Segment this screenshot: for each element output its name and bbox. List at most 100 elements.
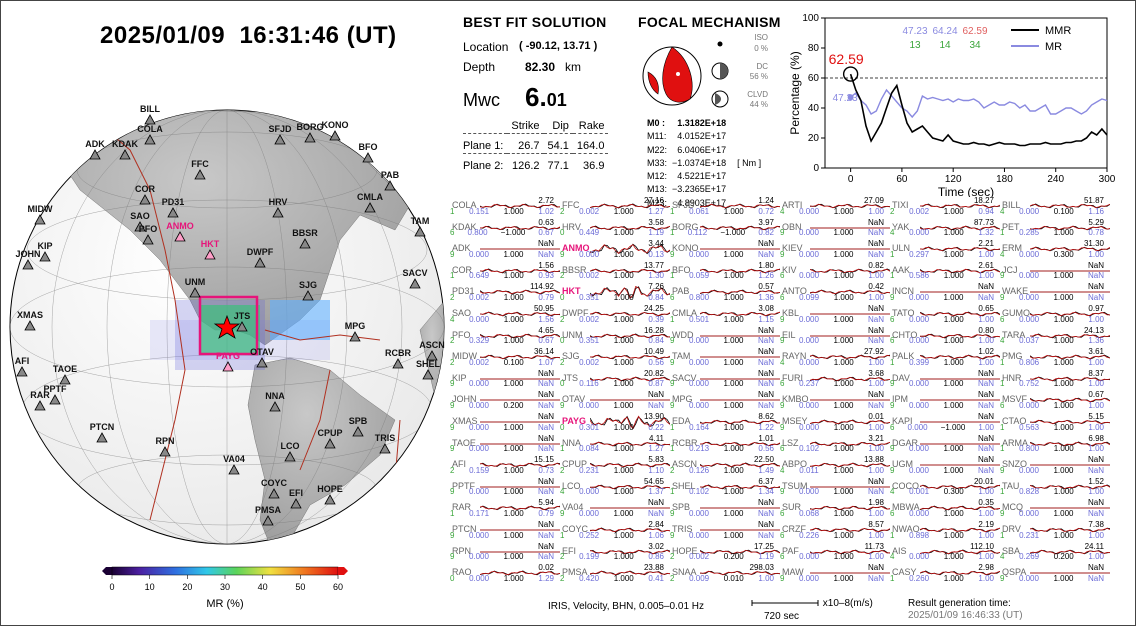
amplitude-ratio: 23.88 xyxy=(643,563,664,573)
waveform-trace xyxy=(700,570,780,576)
fit-number-n3: 1.000 xyxy=(723,206,744,216)
tensor-name: M12: xyxy=(647,171,668,182)
synthetic-trace xyxy=(1030,527,1110,533)
fit-number-n3: 1.000 xyxy=(833,379,854,389)
tensor-value: 4.0152E+17 xyxy=(677,131,727,142)
fit-number-n2: 0.800 xyxy=(467,228,488,238)
fit-number-n1: 4 xyxy=(890,552,895,562)
synthetic-trace xyxy=(480,225,560,230)
synthetic-trace xyxy=(480,354,560,360)
fit-number-n2: 0.112 xyxy=(687,228,708,238)
synthetic-trace xyxy=(700,419,780,425)
station-marker xyxy=(272,207,284,218)
tensor-name: M11: xyxy=(647,131,667,142)
fit-number-n1: 1 xyxy=(670,487,675,497)
fit-number-n2: 0.000 xyxy=(909,336,930,346)
fit-number-n1: 4 xyxy=(1000,336,1005,346)
waveform-trace xyxy=(480,290,560,295)
station-label: KDAK xyxy=(112,139,138,149)
station-cell: MAW NaN 9 0.000 1.000 NaN xyxy=(778,563,890,583)
dc-label: DC xyxy=(756,62,768,71)
fit-number-n1: 0 xyxy=(560,379,565,389)
fit-number-n3: 1.000 xyxy=(723,292,744,302)
synthetic-trace xyxy=(810,463,890,468)
amplitude-ratio: NaN xyxy=(977,455,994,465)
fit-number-n1: 2 xyxy=(450,465,455,475)
fit-number-n1: 9 xyxy=(890,400,895,410)
fit-number-n1: 9 xyxy=(1000,508,1005,518)
station-label: PD31 xyxy=(162,197,185,207)
amplitude-ratio: 5.83 xyxy=(648,455,664,465)
fit-number-n3: 1.000 xyxy=(1053,444,1074,454)
station-label: AFI xyxy=(15,356,30,366)
station-marker xyxy=(236,321,248,332)
fit-number-n4: 1.00 xyxy=(1088,314,1104,324)
fit-number-n4: 1.00 xyxy=(758,573,774,583)
amplitude-ratio: NaN xyxy=(757,498,774,508)
station-label: SJG xyxy=(299,280,317,290)
plane-name: Plane 2: xyxy=(463,160,504,172)
fit-number-n3: 0.200 xyxy=(723,552,744,562)
fit-number-n1: 9 xyxy=(890,465,895,475)
best-fit-title: BEST FIT SOLUTION xyxy=(463,14,607,30)
waveform-trace xyxy=(700,268,780,274)
station-name: WAKE xyxy=(1002,286,1029,297)
station-cell: JCJ NaN 9 0.000 1.000 NaN xyxy=(998,261,1110,280)
fit-number-n2: 0.000 xyxy=(909,552,930,562)
fit-number-n3: −1.000 xyxy=(940,422,966,432)
fit-number-n2: 0.171 xyxy=(469,508,490,518)
fit-numbers: 1 0.898 1.000 1.00 xyxy=(890,531,994,540)
plane-dip: 54.1 xyxy=(547,140,569,152)
waveform-trace xyxy=(480,225,560,230)
station-name: BILL xyxy=(1002,200,1021,210)
fit-number-n2: 0.126 xyxy=(689,465,710,475)
fit-number-n3: 1.000 xyxy=(943,508,964,518)
fit-number-n2: 0.002 xyxy=(469,292,490,302)
synthetic-trace xyxy=(1030,225,1110,230)
fit-numbers: 9 0.000 1.000 NaN xyxy=(890,444,994,453)
station-name: DAV xyxy=(892,372,910,383)
fit-number-n1: 0 xyxy=(560,228,565,238)
fit-number-n3: 1.000 xyxy=(833,292,854,302)
fit-number-n1: 1 xyxy=(1000,422,1005,432)
fit-number-n4: 1.00 xyxy=(868,271,884,281)
fit-number-n1: 4 xyxy=(890,228,895,238)
station-name: VA04 xyxy=(562,502,584,513)
fit-number-n3: 1.000 xyxy=(503,271,524,281)
fit-number-n3: 1.000 xyxy=(613,400,634,410)
waveform-trace xyxy=(590,333,670,338)
fit-numbers: 9 0.000 1.000 NaN xyxy=(670,250,774,259)
fit-numbers: 9 0.000 1.000 NaN xyxy=(1000,271,1104,280)
station-name: COYC xyxy=(562,524,589,534)
tensor-value: −3.2365E+17 xyxy=(672,184,727,195)
station-cell: CRZF 8.57 6 0.226 1.000 1.00 xyxy=(778,520,890,540)
amplitude-ratio: NaN xyxy=(757,347,774,357)
station-marker xyxy=(228,464,240,475)
station-marker xyxy=(364,202,376,213)
fit-number-n1: 1 xyxy=(560,530,565,540)
station-name: CTAO xyxy=(1002,416,1027,426)
fit-number-n1: 1 xyxy=(450,508,455,518)
fit-numbers: 9 0.000 1.000 NaN xyxy=(450,250,554,259)
fit-number-n2: 0.000 xyxy=(908,292,929,302)
fit-numbers: 0 0.000 1.000 1.29 xyxy=(450,574,554,583)
waveform-trace xyxy=(1030,527,1110,533)
station-cell: COR 1.56 1 0.649 1.000 0.93 xyxy=(448,261,560,281)
station-cell: NWAO 2.19 1 0.898 1.000 1.00 xyxy=(888,520,1000,540)
amplitude-ratio: 2.61 xyxy=(978,260,994,270)
fit-number-n4: 1.00 xyxy=(868,530,884,540)
fit-number-n3: 1.000 xyxy=(503,487,524,497)
station-cell: AIS 112.10 4 0.000 1.000 1.00 xyxy=(888,542,1000,562)
col-rake: Rake xyxy=(578,120,605,132)
fit-number-n4: 0.22 xyxy=(648,422,664,432)
station-cell: SPB NaN 9 0.000 1.000 NaN xyxy=(668,498,780,518)
station-marker xyxy=(89,149,101,160)
synthetic-trace xyxy=(920,506,1000,511)
station-name: AIS xyxy=(892,545,907,556)
station-marker xyxy=(189,287,201,298)
synthetic-trace xyxy=(810,203,890,209)
fit-number-n4: NaN xyxy=(977,444,994,454)
fit-number-n4: 0.56 xyxy=(758,444,774,454)
waveform-trace xyxy=(700,203,780,209)
fit-number-n3: 1.000 xyxy=(613,465,634,475)
